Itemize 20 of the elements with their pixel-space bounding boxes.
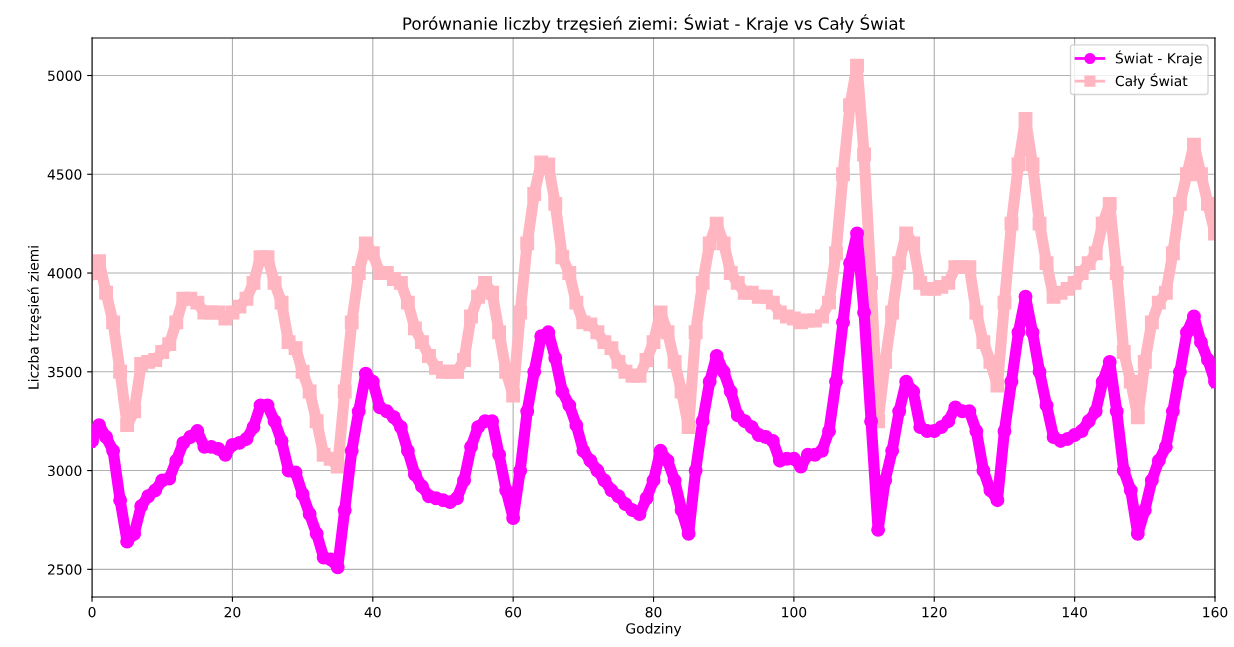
x-tick-label: 40: [364, 606, 381, 618]
x-tick-label: 0: [88, 606, 96, 618]
y-tick-label: 2500: [48, 564, 82, 575]
y-tick-label: 4500: [47, 169, 82, 180]
x-tick-label: 160: [1203, 606, 1228, 618]
legend-label: Cały Świat: [1115, 73, 1188, 89]
y-axis-title: Liczba trzęsień ziemi: [27, 246, 42, 389]
y-tick-label: 3500: [48, 366, 82, 378]
legend-label: Świat - Kraje: [1115, 50, 1202, 67]
x-tick-label: 60: [505, 606, 522, 618]
x-tick-label: 140: [1062, 606, 1087, 618]
y-tick-label: 4000: [47, 268, 82, 279]
x-tick-label: 80: [645, 606, 662, 618]
x-tick-label: 120: [922, 606, 947, 618]
y-tick-label: 3000: [48, 465, 82, 477]
x-tick-label: 20: [224, 606, 241, 618]
chart-title: Porównanie liczby trzęsień ziemi: Świat - Kraje vs Cały Świat: [403, 14, 905, 34]
x-tick-label: 100: [782, 606, 807, 618]
x-axis-title: Godziny: [626, 622, 682, 637]
y-tick-label: 5000: [48, 70, 82, 81]
